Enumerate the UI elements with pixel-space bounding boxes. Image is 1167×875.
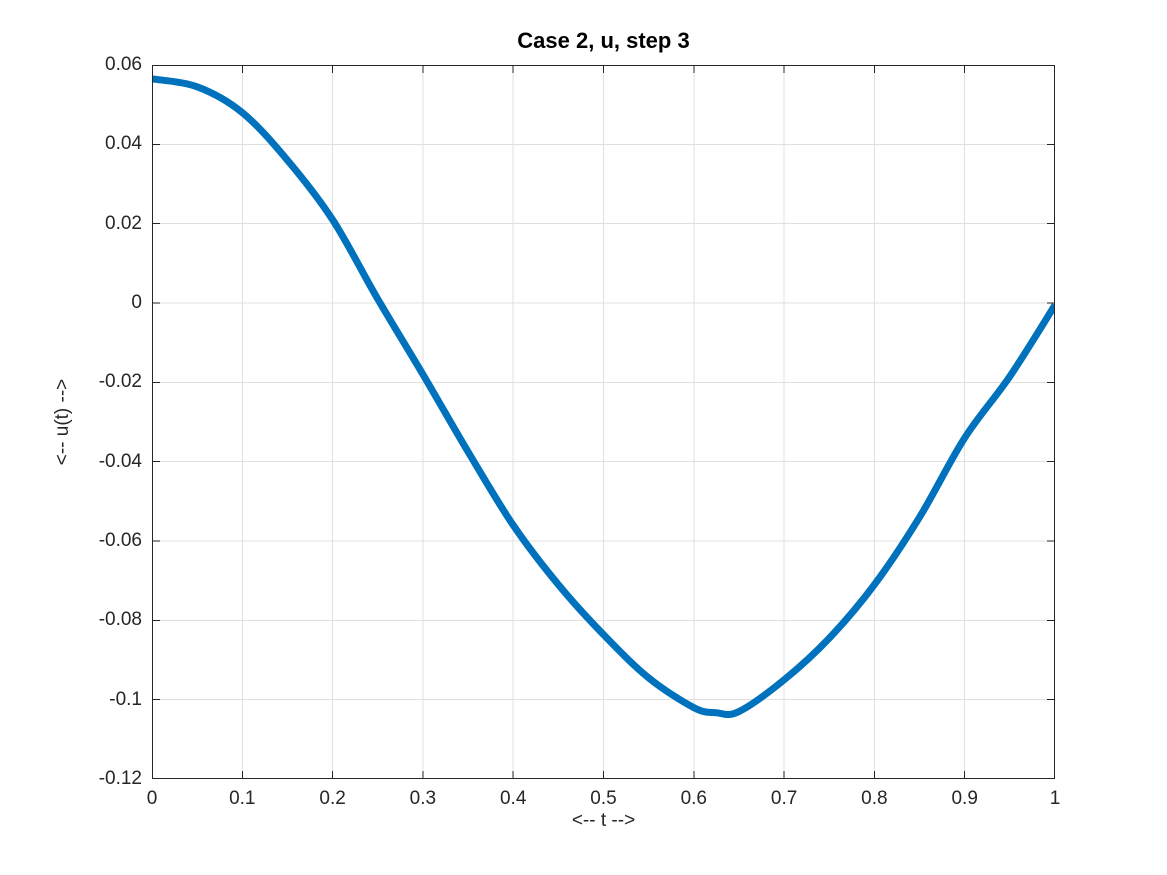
x-tick-label: 0.5 xyxy=(590,788,617,809)
y-tick-label: -0.06 xyxy=(98,530,142,551)
x-tick-label: 0.9 xyxy=(951,788,978,809)
y-tick-label: -0.04 xyxy=(98,450,142,472)
data-curve xyxy=(152,75,1055,719)
x-tick-label: 0.2 xyxy=(319,788,346,809)
x-axis-label: <-- t --> xyxy=(571,810,636,831)
x-tick-label: 0 xyxy=(146,788,158,809)
y-tick-label: -0.02 xyxy=(98,371,142,393)
y-tick-label: 0.04 xyxy=(105,133,142,155)
y-tick-label: 0.02 xyxy=(105,212,142,234)
y-tick-label: 0 xyxy=(131,292,142,313)
x-tick-label: 0.4 xyxy=(499,788,527,809)
y-tick-label: 0.06 xyxy=(105,54,142,75)
chart-title: Case 2, u, step 3 xyxy=(517,28,690,53)
y-tick-label: -0.1 xyxy=(109,688,142,710)
x-tick-label: 0.8 xyxy=(861,788,888,809)
x-tick-label: 0.7 xyxy=(770,788,798,809)
x-tick-label: 0.6 xyxy=(680,788,707,809)
x-tick-label: 1 xyxy=(1049,788,1061,809)
y-tick-label: -0.08 xyxy=(98,609,142,631)
x-tick-label: 0.1 xyxy=(229,788,256,809)
plot-area xyxy=(152,65,1055,779)
y-axis-label: <-- u(t) --> xyxy=(52,378,73,466)
y-tick-label: -0.12 xyxy=(98,768,142,789)
axes-box xyxy=(152,65,1055,779)
x-tick-label: 0.3 xyxy=(409,788,437,809)
